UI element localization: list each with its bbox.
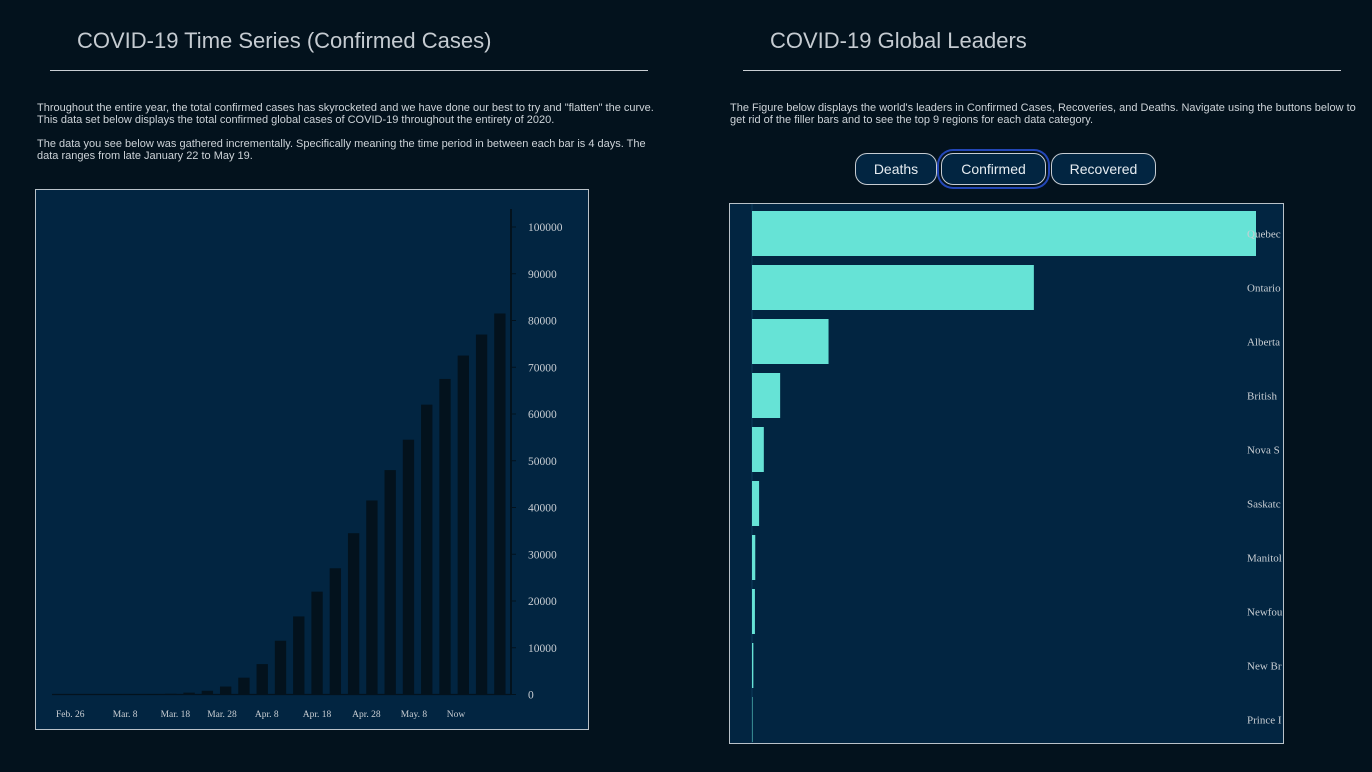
y-tick-label: 10000 (528, 643, 557, 655)
x-tick-label: Mar. 8 (113, 710, 138, 720)
confirmed-button[interactable]: Confirmed (941, 153, 1046, 185)
leader-bar (752, 697, 753, 742)
right-title-divider (743, 70, 1341, 71)
time-series-bar (311, 591, 323, 695)
time-series-chart: 0 10000 20000 30000 40000 50000 60000 70000 8000… (52, 209, 563, 720)
time-series-bar (384, 470, 396, 695)
leader-label: Alberta (1247, 337, 1280, 349)
time-series-bar (494, 313, 506, 695)
y-tick-label: 50000 (528, 456, 557, 468)
leader-bar (752, 427, 764, 472)
time-series-chart-panel: 0 10000 20000 30000 40000 50000 60000 70000 8000… (35, 189, 589, 730)
x-tick-label: Apr. 8 (255, 710, 279, 720)
time-series-bar (475, 334, 488, 695)
y-tick-label: 60000 (528, 409, 557, 421)
x-tick-label: Mar. 18 (161, 710, 191, 720)
leader-label: Ontario (1247, 283, 1281, 295)
time-series-bar (439, 378, 451, 695)
leaders-chart: Quebec Ontario Alberta British Nova S Saskatc… (751, 204, 1283, 743)
y-tick-label: 0 (528, 690, 534, 702)
leader-label: Newfou (1247, 607, 1283, 619)
leader-bar (752, 589, 755, 634)
time-series-bar (293, 616, 305, 695)
x-tick-label: Apr. 28 (352, 710, 381, 720)
x-tick-label: Apr. 18 (303, 710, 332, 720)
y-tick-label: 30000 (528, 549, 557, 561)
time-series-bar (183, 692, 195, 695)
time-series-bar (421, 404, 433, 695)
y-tick-label: 100000 (528, 222, 563, 234)
leader-label: Quebec (1247, 229, 1281, 241)
leader-bar (752, 319, 829, 364)
time-series-bar (238, 677, 250, 695)
leader-bar (752, 481, 760, 526)
y-tick-label: 80000 (528, 316, 557, 328)
left-title-divider (50, 70, 648, 71)
leader-label: British (1247, 391, 1277, 403)
y-tick-label: 90000 (528, 269, 557, 281)
leader-bar (752, 643, 754, 688)
y-tick-label: 70000 (528, 362, 557, 374)
time-series-bar (201, 690, 214, 695)
leader-bar (752, 265, 1034, 310)
leader-label: Nova S (1247, 445, 1280, 457)
x-tick-label: Mar. 28 (207, 710, 237, 720)
right-paragraph: The Figure below displays the world's le… (730, 102, 1356, 126)
time-series-bar (329, 568, 342, 695)
leader-bar (752, 535, 756, 580)
leader-bar (752, 211, 1256, 256)
y-tick-label: 20000 (528, 596, 557, 608)
leader-label: Manitol (1247, 553, 1282, 565)
left-panel-title: COVID-19 Time Series (Confirmed Cases) (77, 28, 492, 53)
time-series-bar (274, 640, 287, 695)
left-paragraph-1: Throughout the entire year, the total co… (37, 102, 654, 126)
time-series-bar (402, 439, 415, 695)
x-tick-label: May. 8 (401, 710, 428, 720)
left-paragraph-2: The data you see below was gathered incr… (37, 138, 646, 162)
leader-label: New Br (1247, 661, 1282, 673)
x-tick-label: Now (447, 710, 466, 720)
time-series-bar (165, 693, 177, 695)
time-series-bar (256, 664, 268, 695)
time-series-bar (457, 355, 469, 695)
y-tick-label: 40000 (528, 503, 557, 515)
leader-label: Saskatc (1247, 499, 1281, 511)
leaders-chart-panel: Quebec Ontario Alberta British Nova S Saskatc… (729, 203, 1284, 744)
deaths-button[interactable]: Deaths (855, 153, 937, 185)
leader-label: Prince I (1247, 715, 1282, 727)
x-tick-label: Feb. 26 (56, 710, 85, 720)
right-panel-title: COVID-19 Global Leaders (770, 28, 1027, 53)
time-series-bar (366, 500, 378, 695)
time-series-bar (347, 533, 360, 695)
time-series-bar (219, 686, 232, 695)
recovered-button[interactable]: Recovered (1051, 153, 1156, 185)
leader-bar (752, 373, 781, 418)
